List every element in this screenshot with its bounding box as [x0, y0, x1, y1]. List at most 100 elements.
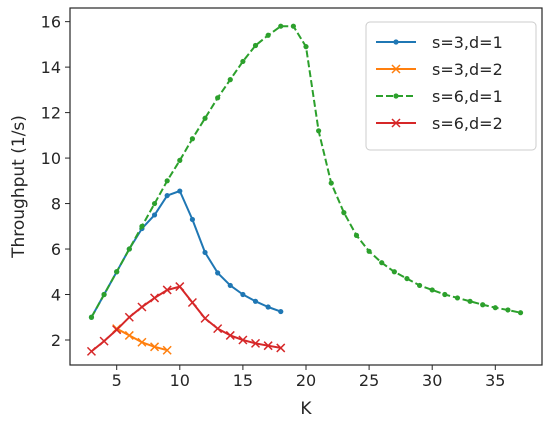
data-point — [276, 343, 286, 353]
data-point — [164, 178, 170, 184]
data-point — [177, 157, 183, 163]
data-point — [290, 23, 296, 29]
data-point — [391, 269, 397, 275]
data-point — [139, 223, 145, 229]
series-s=6,d=1 — [88, 23, 524, 320]
y-tick-label: 8 — [51, 195, 61, 214]
data-point — [442, 291, 448, 298]
data-point — [240, 291, 246, 298]
series-line — [90, 285, 281, 353]
data-point — [189, 136, 196, 142]
data-point — [177, 188, 183, 194]
data-point — [162, 345, 172, 355]
data-point — [252, 298, 259, 304]
data-point — [265, 32, 271, 38]
data-point — [328, 180, 334, 186]
data-point — [225, 330, 235, 340]
legend-entry: s=3,d=2 — [376, 60, 503, 79]
data-point — [126, 246, 132, 252]
data-point — [404, 275, 410, 282]
data-point — [278, 23, 284, 29]
series-s=3,d=2 — [112, 324, 172, 355]
legend-label: s=6,d=1 — [432, 87, 503, 106]
data-point — [86, 346, 96, 356]
data-point — [112, 325, 122, 335]
x-tick-label: 10 — [170, 371, 190, 390]
x-tick-label: 30 — [422, 371, 442, 390]
data-point — [137, 302, 147, 312]
legend: s=3,d=1 s=3,d=2 s=6,d=1 s=6,d=2 — [365, 21, 537, 151]
legend-marker — [391, 118, 401, 128]
data-point — [353, 232, 360, 238]
legend-marker — [391, 64, 401, 74]
data-point — [505, 307, 511, 313]
legend-entry: s=3,d=1 — [376, 33, 503, 52]
data-point — [162, 285, 172, 295]
legend-marker — [393, 39, 399, 45]
x-tick-label: 15 — [233, 371, 253, 390]
data-point — [316, 128, 322, 134]
data-point — [278, 308, 284, 315]
y-tick-label: 6 — [51, 240, 61, 259]
x-axis-label: K — [300, 399, 312, 419]
data-point — [202, 249, 208, 256]
data-point — [303, 44, 309, 50]
data-point — [151, 200, 158, 207]
data-point — [187, 297, 197, 307]
data-point — [164, 192, 170, 199]
legend-entry: s=6,d=2 — [376, 114, 503, 133]
x-tick-label: 25 — [359, 371, 379, 390]
data-point — [227, 282, 233, 289]
legend-label: s=3,d=1 — [432, 33, 503, 52]
data-point — [150, 342, 160, 352]
y-tick-label: 10 — [41, 149, 61, 168]
series-s=6,d=2 — [86, 282, 286, 356]
data-point — [88, 314, 95, 320]
axis-ticks: 5 10 15 20 25 30 35 2 4 6 8 10 12 14 16 — [41, 13, 506, 390]
data-point — [124, 330, 134, 340]
data-point — [202, 115, 208, 121]
legend-marker — [393, 93, 399, 99]
y-tick-label: 16 — [41, 13, 61, 32]
x-tick-label: 20 — [296, 371, 316, 390]
data-point — [124, 312, 134, 322]
data-point — [213, 324, 223, 334]
data-point — [265, 304, 271, 310]
y-tick-label: 4 — [51, 286, 61, 305]
data-point — [137, 337, 147, 347]
y-axis-label: Throughput (1/s) — [9, 115, 29, 259]
plot-frame — [69, 7, 543, 366]
data-point — [454, 295, 461, 301]
x-tick-label: 5 — [112, 371, 122, 390]
data-point — [250, 338, 261, 348]
y-tick-label: 14 — [41, 58, 61, 77]
data-point — [99, 336, 109, 346]
data-point — [492, 305, 498, 311]
data-point — [215, 95, 221, 101]
data-point — [175, 282, 185, 292]
data-point — [379, 260, 385, 266]
data-point — [252, 42, 259, 49]
data-point — [101, 291, 107, 298]
data-point — [200, 313, 210, 323]
y-tick-label: 12 — [41, 104, 61, 123]
data-point — [467, 298, 473, 304]
data-point — [238, 335, 248, 345]
x-tick-label: 35 — [485, 371, 505, 390]
legend-label: s=6,d=2 — [432, 114, 503, 133]
data-point — [366, 248, 372, 254]
legend-box — [365, 21, 537, 151]
legend-entry: s=6,d=1 — [376, 87, 503, 106]
data-point — [114, 269, 120, 275]
data-point — [263, 341, 273, 351]
data-point — [150, 293, 160, 303]
data-point — [151, 212, 158, 218]
data-point — [429, 287, 435, 293]
legend-label: s=3,d=2 — [432, 60, 503, 79]
data-point — [517, 310, 524, 316]
data-point — [480, 302, 486, 308]
y-tick-label: 2 — [51, 331, 61, 350]
data-point — [227, 77, 233, 83]
plot-area — [86, 23, 524, 356]
